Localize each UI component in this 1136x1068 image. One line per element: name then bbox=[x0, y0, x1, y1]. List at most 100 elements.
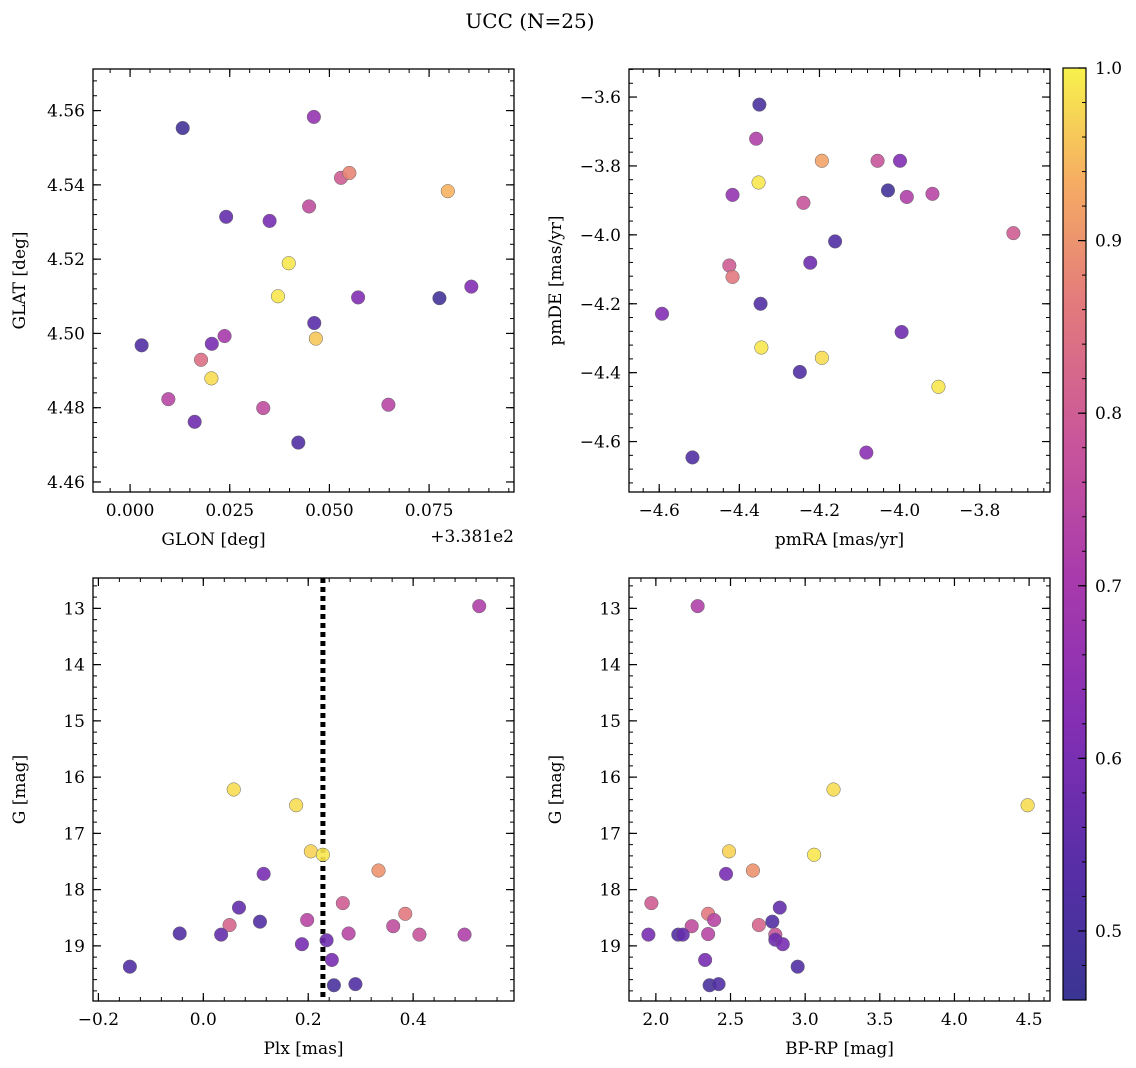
data-point bbox=[870, 153, 885, 168]
data-point bbox=[814, 350, 829, 365]
y-tick-label: 14 bbox=[599, 656, 621, 676]
data-point bbox=[291, 435, 306, 450]
y-tick-label: 16 bbox=[63, 768, 85, 788]
data-point bbox=[214, 927, 229, 942]
data-point bbox=[307, 315, 322, 331]
data-point bbox=[807, 847, 822, 862]
data-point bbox=[193, 352, 209, 367]
x-tick-label: −4.2 bbox=[799, 501, 840, 521]
y-tick-label: 19 bbox=[599, 937, 621, 957]
data-point bbox=[725, 269, 740, 284]
data-point bbox=[219, 209, 234, 224]
data-point bbox=[226, 782, 241, 797]
data-point bbox=[300, 912, 315, 928]
x-tick-label: 2.5 bbox=[717, 1010, 744, 1030]
data-point bbox=[294, 937, 309, 952]
x-tick-label: −3.8 bbox=[959, 501, 1000, 521]
y-tick-label: 4.56 bbox=[47, 102, 85, 122]
x-tick-label: 0.075 bbox=[405, 501, 454, 521]
data-point bbox=[641, 927, 656, 942]
y-tick-label: 19 bbox=[63, 937, 85, 957]
data-point bbox=[256, 401, 271, 416]
data-point bbox=[753, 296, 768, 311]
data-point bbox=[270, 289, 286, 304]
colorbar-tick-label: 0.6 bbox=[1095, 749, 1122, 769]
y-tick-label: 4.50 bbox=[47, 324, 85, 344]
data-point bbox=[348, 977, 363, 992]
data-point bbox=[899, 189, 914, 205]
y-tick-label: 4.52 bbox=[47, 250, 85, 270]
data-point bbox=[217, 328, 232, 344]
data-point bbox=[204, 371, 219, 386]
x-tick-label: −4.0 bbox=[879, 501, 920, 521]
data-point bbox=[306, 109, 321, 124]
data-point bbox=[252, 914, 268, 929]
data-point bbox=[204, 336, 219, 351]
y-tick-label: −3.8 bbox=[580, 157, 621, 177]
data-point bbox=[381, 397, 396, 412]
x-axis-label: GLON [deg] bbox=[161, 530, 265, 550]
x-tick-label: 0.025 bbox=[205, 501, 254, 521]
data-point bbox=[464, 279, 479, 294]
data-point bbox=[289, 798, 304, 813]
x-tick-label: 3.5 bbox=[866, 1010, 893, 1030]
data-point bbox=[222, 918, 237, 933]
data-point bbox=[1006, 226, 1021, 241]
x-axis-label: BP-RP [mag] bbox=[785, 1039, 894, 1059]
x-tick-label: 0.050 bbox=[305, 501, 354, 521]
data-point bbox=[828, 234, 843, 249]
data-point bbox=[342, 165, 357, 181]
y-tick-label: 13 bbox=[63, 599, 85, 619]
data-point bbox=[752, 97, 767, 112]
data-point bbox=[684, 919, 699, 934]
y-tick-label: 14 bbox=[63, 656, 85, 676]
data-point bbox=[351, 290, 366, 305]
y-tick-label: −4.6 bbox=[580, 433, 621, 453]
colorbar: 0.5 0.6 0.7 0.8 0.9 1.0 bbox=[1062, 59, 1122, 1001]
data-point bbox=[326, 978, 341, 993]
x-tick-label: 0.4 bbox=[400, 1010, 427, 1030]
data-point bbox=[134, 338, 149, 353]
data-point bbox=[654, 306, 670, 321]
data-point bbox=[690, 599, 705, 614]
panel-pmra-pmde: −4.6 −4.4 −4.2 −4.0 −3.8 −4.6 −4.4 −4.2 −4.0 −3.8… bbox=[546, 68, 1051, 550]
y-tick-label: 4.46 bbox=[47, 473, 85, 493]
y-tick-label: −4.2 bbox=[580, 295, 621, 315]
data-point bbox=[302, 199, 317, 214]
y-axis-label: G [mag] bbox=[546, 755, 566, 824]
y-tick-label: 16 bbox=[599, 768, 621, 788]
x-tick-label: −0.2 bbox=[78, 1010, 119, 1030]
data-point bbox=[386, 919, 401, 934]
data-point bbox=[457, 927, 472, 942]
data-point bbox=[892, 153, 908, 168]
data-point bbox=[231, 900, 247, 915]
data-point bbox=[725, 187, 740, 202]
data-point bbox=[341, 926, 356, 941]
data-point bbox=[412, 927, 427, 942]
y-axis-label: GLAT [deg] bbox=[10, 231, 30, 329]
data-point bbox=[685, 450, 700, 465]
data-point bbox=[175, 120, 190, 136]
data-point bbox=[859, 445, 874, 460]
y-tick-label: 4.54 bbox=[47, 176, 85, 196]
x-tick-label: 4.5 bbox=[1016, 1010, 1043, 1030]
y-tick-label: −4.0 bbox=[580, 226, 621, 246]
y-tick-label: 4.48 bbox=[47, 399, 85, 419]
data-point bbox=[803, 255, 818, 270]
data-point bbox=[161, 392, 176, 407]
panel-glon-glat: 0.000 0.025 0.050 0.075 4.46 4.48 4.50 4.52 4.54… bbox=[10, 68, 515, 550]
data-point bbox=[765, 914, 780, 929]
x-tick-label: 0.0 bbox=[190, 1010, 217, 1030]
y-axis-label: G [mag] bbox=[10, 755, 30, 824]
y-tick-label: 18 bbox=[63, 881, 85, 901]
data-point bbox=[925, 186, 940, 201]
colorbar-tick-label: 0.7 bbox=[1095, 577, 1122, 597]
y-tick-label: 17 bbox=[599, 824, 621, 844]
colorbar-tick-label: 1.0 bbox=[1095, 59, 1122, 79]
data-point bbox=[472, 599, 487, 614]
x-axis-label: Plx [mas] bbox=[263, 1039, 343, 1059]
data-point bbox=[894, 324, 909, 340]
data-point bbox=[303, 844, 318, 859]
data-point bbox=[749, 131, 764, 146]
data-point bbox=[319, 933, 334, 948]
